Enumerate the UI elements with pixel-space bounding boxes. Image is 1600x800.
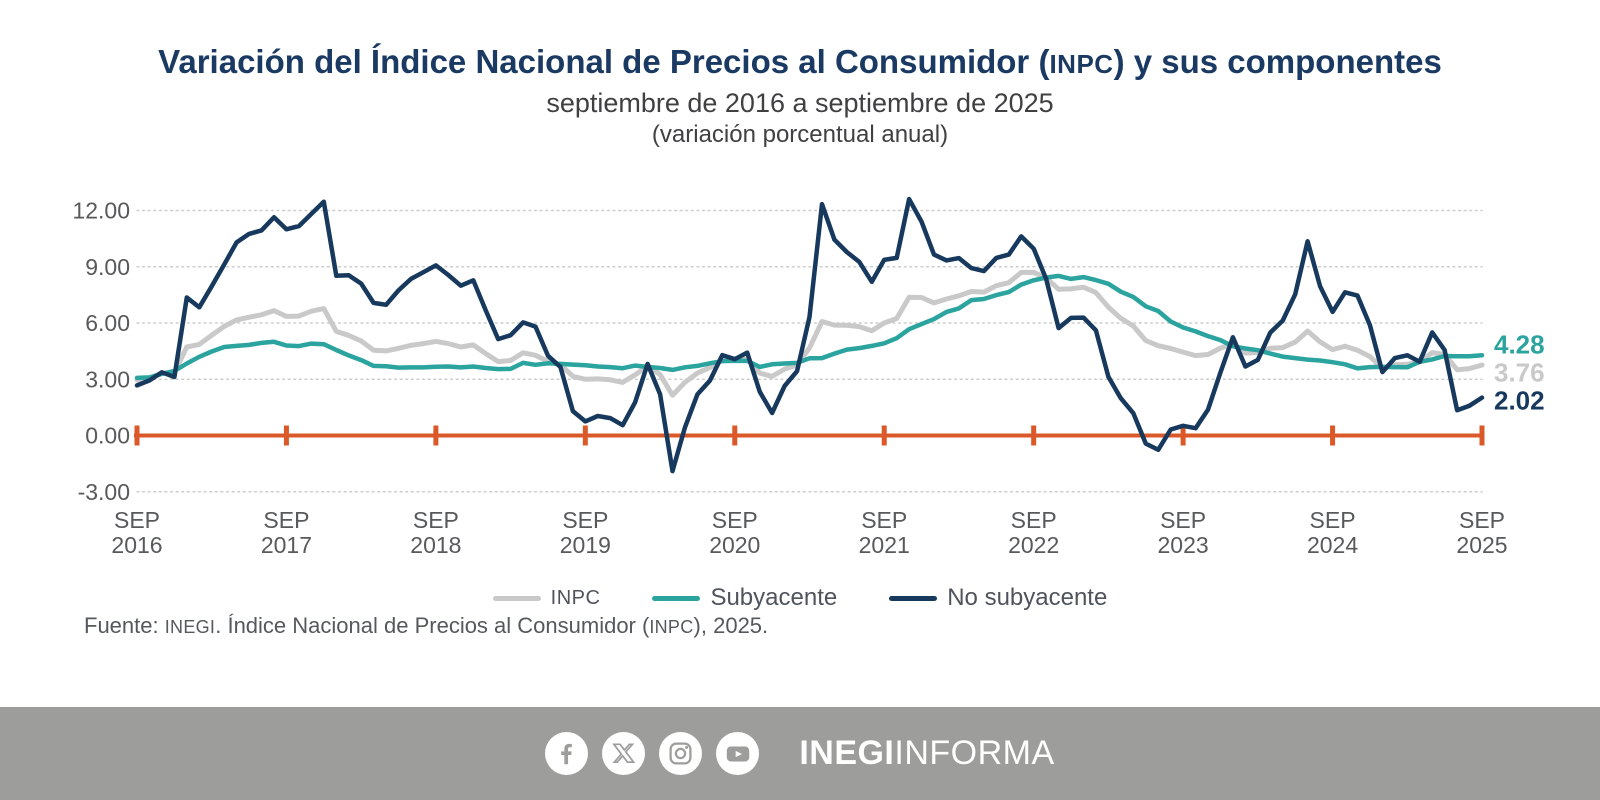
inpc-line-swatch — [492, 595, 541, 601]
x-axis-tick-year: 2022 — [1008, 532, 1059, 558]
instagram-icon[interactable] — [659, 732, 703, 775]
footer-bar: INEGIINFORMA — [0, 707, 1600, 800]
legend-label-subyacente: Subyacente — [710, 584, 838, 611]
x-axis-tick-month: SEP — [712, 507, 758, 533]
x-axis-tick-month: SEP — [861, 507, 907, 533]
legend-item-subyacente: Subyacente — [652, 584, 837, 612]
page-title: Variación del Índice Nacional de Precios… — [0, 44, 1600, 82]
youtube-icon[interactable] — [716, 732, 760, 775]
x-axis-tick-month: SEP — [562, 507, 608, 533]
y-axis-tick-label: 0.00 — [85, 423, 130, 449]
y-axis-tick-label: -3.00 — [78, 479, 130, 505]
inegi-informa-logo: INEGIINFORMA — [799, 734, 1054, 773]
no-subyacente-line-swatch — [889, 595, 938, 601]
x-axis-tick-month: SEP — [263, 507, 309, 533]
facebook-icon[interactable] — [545, 732, 589, 775]
series-end-value-label: 4.28 — [1494, 330, 1545, 360]
header: Variación del Índice Nacional de Precios… — [0, 44, 1600, 148]
source-mid: . Índice Nacional de Precios al Consumid… — [215, 613, 650, 638]
source-post: ), 2025. — [693, 613, 769, 638]
brand-inegi: INEGI — [799, 734, 895, 772]
line-chart: 12.009.006.003.000.00-3.00SEP2016SEP2017… — [72, 196, 1545, 558]
x-axis-tick-year: 2019 — [560, 532, 611, 558]
source-abbr-inpc: INPC — [649, 617, 694, 637]
x-axis-tick-month: SEP — [1459, 507, 1505, 533]
y-axis-tick-label: 3.00 — [85, 366, 130, 392]
x-axis-tick-month: SEP — [1160, 507, 1206, 533]
chart-legend: INPC Subyacente No subyacente — [0, 584, 1600, 612]
source-pre: Fuente: — [84, 613, 165, 638]
subyacente-line-swatch — [652, 595, 701, 601]
x-axis-tick-month: SEP — [1011, 507, 1057, 533]
title-abbr-inpc: INPC — [1049, 49, 1114, 79]
x-axis-tick-year: 2023 — [1158, 532, 1209, 558]
series-end-value-label: 3.76 — [1494, 358, 1545, 388]
x-icon[interactable] — [602, 732, 646, 775]
legend-item-inpc: INPC — [492, 586, 601, 610]
chart-unit-note: (variación porcentual anual) — [651, 121, 949, 148]
series-line-no-subyacente — [134, 196, 1485, 474]
legend-label-inpc: INPC — [550, 586, 601, 609]
x-axis-tick-year: 2020 — [709, 532, 760, 558]
legend-item-no-subyacente: No subyacente — [889, 584, 1107, 612]
legend-label-no-subyacente: No subyacente — [947, 584, 1108, 611]
x-axis-tick-year: 2021 — [859, 532, 910, 558]
x-axis-tick-year: 2024 — [1307, 532, 1358, 558]
title-text-pre: Variación del Índice Nacional de Precios… — [158, 43, 1050, 80]
y-axis-tick-label: 12.00 — [72, 198, 130, 224]
x-axis-tick-year: 2018 — [410, 532, 461, 558]
x-axis-tick-month: SEP — [1310, 507, 1356, 533]
brand-informa: INFORMA — [894, 734, 1055, 772]
title-text-post: ) y sus componentes — [1113, 43, 1442, 80]
source-note: Fuente: INEGI. Índice Nacional de Precio… — [84, 613, 768, 639]
y-axis-tick-label: 6.00 — [85, 310, 130, 336]
series-line-subyacente — [134, 273, 1485, 381]
x-axis-tick-year: 2016 — [111, 532, 162, 558]
series-end-value-label: 2.02 — [1494, 386, 1545, 416]
x-axis-tick-month: SEP — [413, 507, 459, 533]
x-axis-tick-year: 2025 — [1456, 532, 1507, 558]
y-axis-tick-label: 9.00 — [85, 254, 130, 280]
x-axis-tick-month: SEP — [114, 507, 160, 533]
x-axis-tick-year: 2017 — [261, 532, 312, 558]
series-line-inpc — [134, 269, 1485, 398]
source-abbr-inegi: INEGI — [164, 617, 216, 637]
chart-subtitle: septiembre de 2016 a septiembre de 2025 — [546, 88, 1054, 118]
